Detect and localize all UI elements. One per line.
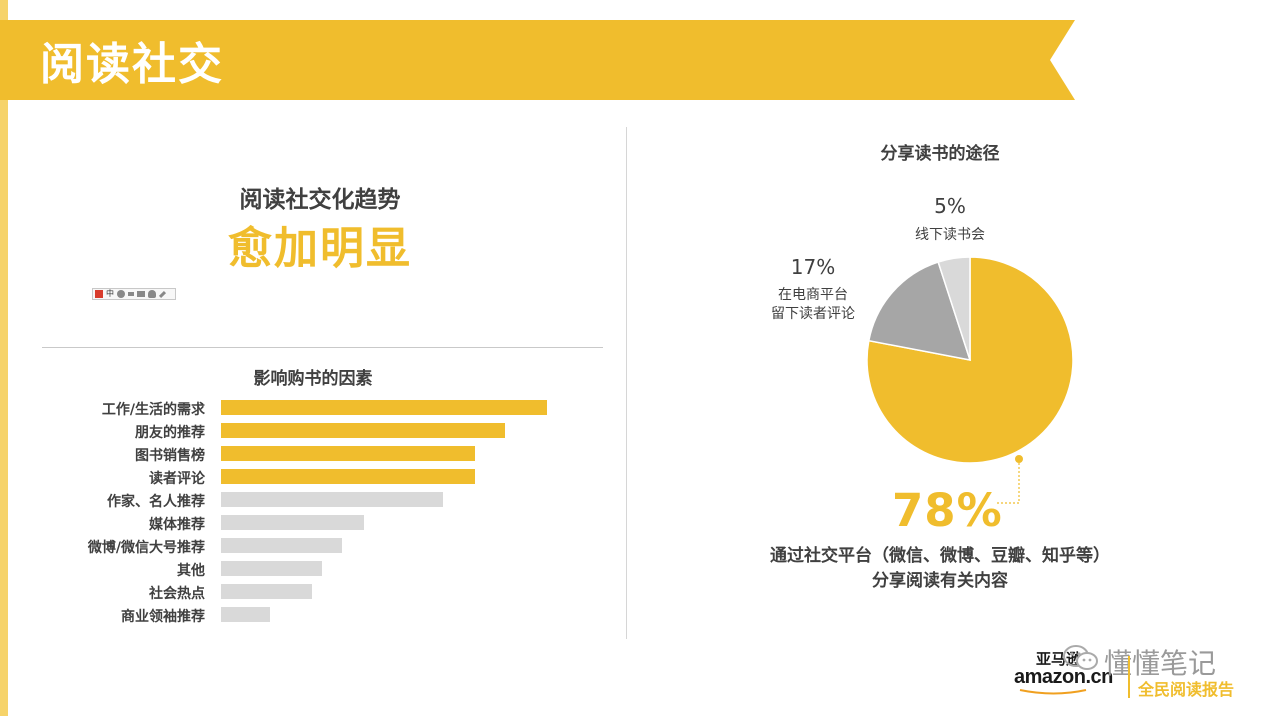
vertical-divider [626, 127, 627, 639]
bar-label: 媒体推荐 [149, 517, 205, 533]
pie-chart-title: 分享读书的途径 [880, 144, 1000, 164]
pie-slice-ecommerce [867, 261, 972, 361]
slice-pct-ecommerce: 17% [790, 255, 836, 279]
bar [221, 423, 505, 438]
page-title: 阅读社交 [40, 39, 224, 90]
chinese-input-icon[interactable]: 中 [106, 289, 114, 298]
punctuation-icon[interactable] [128, 292, 134, 296]
moon-icon[interactable] [117, 290, 125, 298]
bar-label: 图书销售榜 [135, 448, 205, 464]
slice-pct-offline: 5% [934, 194, 966, 218]
bar [221, 469, 476, 484]
trend-emphasis: 愈加明显 [228, 223, 412, 274]
bar [221, 561, 323, 576]
watermark-text: 懂懂笔记 [1104, 647, 1217, 680]
wrench-icon[interactable] [158, 290, 167, 298]
user-icon[interactable] [148, 290, 156, 298]
slice-label-ecommerce-1: 在电商平台 [778, 287, 848, 303]
trend-headline: 阅读社交化趋势 [239, 187, 401, 213]
bar-label: 工作/生活的需求 [101, 402, 205, 418]
slice-label-social-1: 通过社交平台（微信、微博、豆瓣、知乎等） [770, 546, 1110, 566]
bar [221, 446, 476, 461]
logo-icon[interactable] [95, 290, 103, 298]
bar [221, 584, 313, 599]
report-separator [1128, 656, 1130, 698]
bar-label: 其他 [177, 563, 205, 579]
bar-label: 朋友的推荐 [135, 425, 205, 441]
bar [221, 607, 270, 622]
bar [221, 492, 443, 507]
wechat-icon [1063, 645, 1098, 670]
bar-label: 社会热点 [149, 586, 205, 602]
horizontal-divider [42, 347, 603, 348]
title-banner [0, 20, 1075, 100]
slice-label-social-2: 分享阅读有关内容 [872, 571, 1008, 591]
bar [221, 538, 342, 553]
bar-label: 微博/微信大号推荐 [87, 540, 205, 556]
report-title: 全民阅读报告 [1138, 680, 1235, 699]
bar-label: 商业领袖推荐 [121, 609, 205, 625]
input-method-toolbar[interactable]: 中 [92, 288, 176, 300]
pie-leader-line [996, 455, 1023, 504]
slice-label-offline: 线下读书会 [915, 227, 985, 243]
left-accent-stripe [0, 0, 8, 716]
smile-arrow-icon [1019, 689, 1087, 695]
bar-chart-title: 影响购书的因素 [253, 369, 373, 389]
pie-chart [866, 256, 1074, 464]
bar [221, 400, 547, 415]
slice-label-ecommerce-2: 留下读者评论 [771, 306, 855, 322]
bar-label: 读者评论 [149, 471, 205, 487]
keyboard-icon[interactable] [137, 291, 145, 297]
bar [221, 515, 365, 530]
slice-pct-social: 78% [892, 484, 1003, 537]
bar-label: 作家、名人推荐 [107, 494, 205, 510]
pie-slice-offline [937, 256, 971, 361]
logo-english-text: amazon.cn [1014, 666, 1113, 688]
